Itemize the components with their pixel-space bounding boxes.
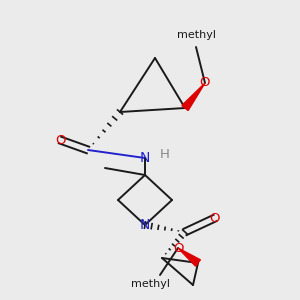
Text: O: O [200,76,210,89]
Polygon shape [178,248,200,266]
Text: O: O [173,242,183,254]
Text: H: H [160,148,170,161]
Text: O: O [55,134,65,146]
Text: methyl: methyl [130,279,170,289]
Polygon shape [182,83,205,110]
Text: methyl: methyl [176,30,215,40]
Text: N: N [140,151,150,165]
Text: O: O [210,212,220,224]
Text: N: N [140,218,150,232]
